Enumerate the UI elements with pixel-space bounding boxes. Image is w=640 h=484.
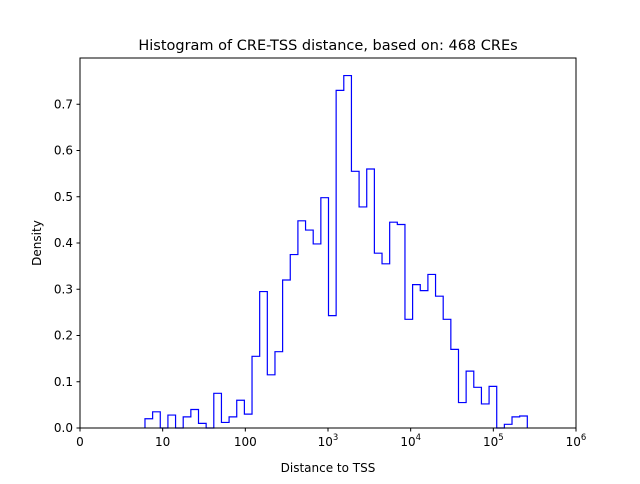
y-tick-label: 0.4 bbox=[54, 236, 73, 250]
histogram-bin bbox=[351, 171, 359, 428]
histogram-bin bbox=[267, 375, 275, 428]
x-tick-label: 100 bbox=[234, 435, 257, 449]
x-tick-label: 105 bbox=[483, 433, 504, 449]
histogram-bin bbox=[283, 280, 291, 428]
x-tick-label: 104 bbox=[400, 433, 421, 449]
y-tick-label: 0.7 bbox=[54, 97, 73, 111]
histogram-bin bbox=[405, 319, 413, 428]
y-tick-label: 0.1 bbox=[54, 375, 73, 389]
histogram-bin bbox=[153, 412, 161, 428]
plot-frame bbox=[79, 57, 577, 429]
histogram-bin bbox=[290, 255, 298, 428]
histogram-bin bbox=[451, 349, 459, 428]
histogram-bin bbox=[344, 76, 352, 428]
histogram-bin bbox=[336, 90, 344, 428]
histogram-bin bbox=[367, 169, 375, 428]
histogram-bin bbox=[481, 404, 489, 428]
histogram-bin bbox=[474, 387, 482, 428]
histogram-bin bbox=[237, 400, 245, 428]
histogram-bin bbox=[321, 198, 329, 428]
x-tick-label: 10 bbox=[155, 435, 170, 449]
histogram-bin bbox=[183, 417, 191, 428]
chart-title: Histogram of CRE-TSS distance, based on:… bbox=[138, 38, 517, 54]
histogram-bin bbox=[397, 225, 405, 429]
histogram-bin bbox=[191, 410, 199, 429]
histogram-bin bbox=[306, 230, 314, 428]
histogram-bin bbox=[145, 419, 153, 428]
histogram-bin bbox=[428, 274, 436, 428]
histogram-bin bbox=[390, 222, 398, 428]
histogram-bin bbox=[466, 371, 474, 428]
histogram-bin bbox=[374, 253, 382, 428]
histogram-bin bbox=[260, 292, 268, 428]
histogram-bin bbox=[252, 356, 260, 428]
histogram-bin bbox=[382, 264, 390, 428]
histogram-bin bbox=[168, 415, 176, 428]
histogram-bin bbox=[214, 393, 222, 428]
y-tick-label: 0.2 bbox=[54, 329, 73, 343]
histogram-step-line bbox=[144, 74, 528, 429]
histogram-bin bbox=[443, 319, 451, 428]
histogram-bin bbox=[458, 403, 466, 428]
histogram-bin bbox=[221, 422, 229, 428]
histogram-bin bbox=[313, 244, 321, 428]
histogram-bin bbox=[520, 416, 528, 428]
y-tick-label: 0.3 bbox=[54, 282, 73, 296]
histogram-bin bbox=[489, 386, 497, 428]
x-tick-label: 106 bbox=[566, 433, 587, 449]
x-tick-label: 103 bbox=[318, 433, 339, 449]
y-axis-label: Density bbox=[30, 220, 44, 266]
histogram-bin bbox=[229, 417, 237, 428]
histogram-bin bbox=[199, 423, 207, 428]
histogram-bin bbox=[359, 207, 367, 428]
histogram-bin bbox=[512, 417, 520, 428]
histogram-bin bbox=[298, 221, 306, 428]
x-tick-label: 0 bbox=[76, 435, 84, 449]
histogram-bin bbox=[420, 291, 428, 428]
histogram-bin bbox=[328, 316, 336, 428]
histogram-bin bbox=[275, 352, 283, 428]
x-axis-label: Distance to TSS bbox=[281, 461, 376, 475]
histogram-bin bbox=[413, 285, 421, 428]
y-tick-label: 0.5 bbox=[54, 190, 73, 204]
histogram-bin bbox=[436, 296, 444, 428]
y-tick-label: 0.0 bbox=[54, 421, 73, 435]
histogram-bin bbox=[244, 414, 252, 428]
y-tick-label: 0.6 bbox=[54, 144, 73, 158]
